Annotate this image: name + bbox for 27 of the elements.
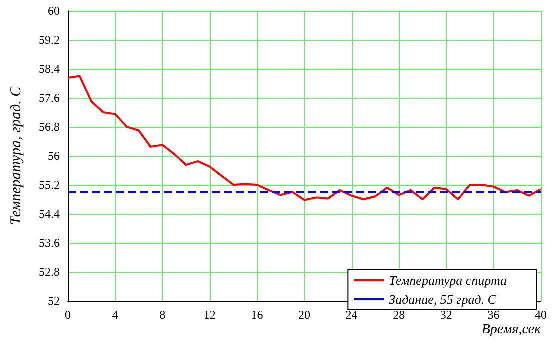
legend-label: Задание, 55 град. С <box>389 292 497 307</box>
y-tick-label: 53.6 <box>39 236 60 250</box>
y-tick-label: 57.6 <box>39 91 60 105</box>
legend-label: Температура спирта <box>389 273 508 288</box>
y-tick-label: 56 <box>48 149 60 163</box>
y-axis-title: Температура, град. С <box>8 86 24 226</box>
y-tick-label: 52.8 <box>39 265 60 279</box>
y-tick-label: 55.2 <box>39 178 60 192</box>
y-tick-label: 60 <box>48 4 60 18</box>
x-axis-title: Время,сек <box>482 322 542 338</box>
x-tick-label: 32 <box>440 308 452 322</box>
x-tick-label: 0 <box>65 308 71 322</box>
x-tick-label: 20 <box>298 308 310 322</box>
x-tick-label: 4 <box>112 308 118 322</box>
x-tick-label: 12 <box>204 308 216 322</box>
x-tick-label: 40 <box>535 308 547 322</box>
x-tick-label: 24 <box>346 308 358 322</box>
x-tick-label: 28 <box>393 308 406 322</box>
y-tick-label: 58.4 <box>39 62 60 76</box>
y-tick-label: 59.2 <box>39 33 60 47</box>
y-tick-label: 56.8 <box>39 120 60 134</box>
x-tick-label: 8 <box>160 308 166 322</box>
line-series <box>67 75 542 202</box>
y-tick-label: 52 <box>48 294 60 308</box>
y-tick-label: 54.4 <box>39 207 60 221</box>
x-tick-label: 16 <box>251 308 264 322</box>
x-tick-label: 36 <box>488 308 500 322</box>
